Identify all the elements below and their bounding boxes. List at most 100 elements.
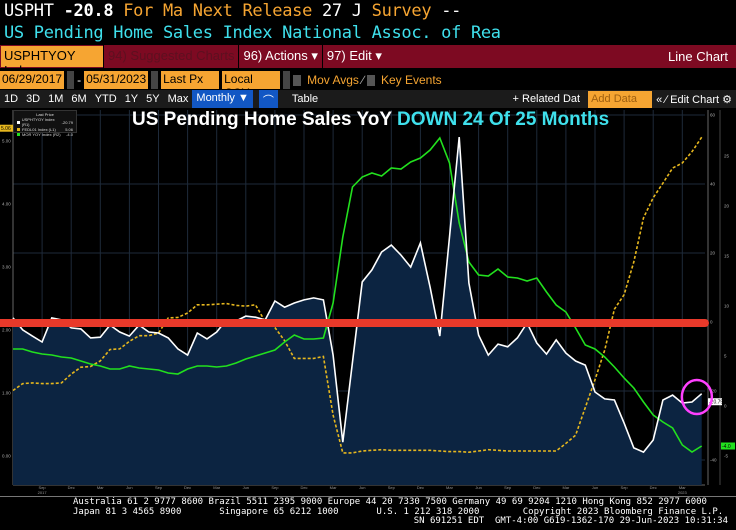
start-date-input[interactable]: 06/29/2017 [0,71,65,89]
left-tick-label: 0.00 [2,454,11,459]
x-tick-label: Mar [446,485,454,490]
key-events-label: Key Events [380,73,442,87]
release-date: 27 J [321,1,362,21]
x-tick-label: Sep [271,485,279,490]
x-tick-label: Sep [621,485,629,490]
x-tick-year: 2017 [38,490,48,495]
area-fill [13,137,702,485]
related-data-button[interactable]: + Related Dat [512,93,581,105]
mor-last-tag: -4.0 [722,444,731,450]
fedl01-last-tag-bg [0,124,14,132]
right1-tick-label: -20 [710,389,717,394]
right2-tick-label: 0 [724,404,727,409]
legend-item: MOR YOY Index (R2) -4.0 [17,132,73,137]
series-fedl01 [12,136,703,454]
period-toolbar: 1D 3D 1M 6M YTD 1Y 5Y Max Monthly ▼ ⌒ Ta… [0,90,736,108]
legend-label: USPHTYOY Index (R1) [21,117,55,127]
right2-tick-label: 20 [724,204,730,209]
chart-type-label: Line Chart [668,49,728,64]
line-chart-icon[interactable]: ⌒ [258,90,278,108]
x-tick-label: Jun [126,485,132,490]
x-tick-label: Sep [155,485,163,490]
for-label: For Ma [123,1,183,21]
calendar-icon[interactable] [67,71,75,89]
legend-value: -4.0 [66,132,73,137]
chevron-down-icon[interactable] [283,71,291,89]
right2-tick-label: 5 [724,354,727,359]
mov-avgs-label: Mov Avgs [307,73,359,87]
suggested-charts-button[interactable]: 94) Suggested Charts [103,45,238,68]
frequency-select[interactable]: Monthly ▼ [192,90,253,108]
table-button[interactable]: Table [291,93,319,105]
usphtyoy-last-tag-bg [708,398,722,406]
mov-avgs-checkbox[interactable] [293,74,302,86]
currency-select[interactable]: Local CCY [222,71,281,100]
highlight-circle [680,378,714,416]
footer: Australia 61 2 9777 8600 Brazil 5511 239… [0,496,736,527]
x-tick-label: Jun [592,485,598,490]
x-tick-label: Dec [68,485,75,490]
x-tick-label: Dec [417,485,424,490]
edit-chart-button[interactable]: « ∕ Edit Chart ⚙ [656,93,732,106]
security-description: US Pending Home Sales Index National Ass… [4,23,501,43]
legend: Last Price USPHTYOY Index (R1) -20.79 FED… [13,110,77,137]
x-tick-label: Mar [330,485,338,490]
right1-tick-label: 20 [710,251,716,256]
period-1m[interactable]: 1M [48,93,64,105]
key-events-checkbox[interactable] [366,74,375,86]
pencil-icon[interactable]: ∕ [361,73,364,87]
price-type-select[interactable]: Last Px [161,71,220,89]
security-input[interactable]: USPHTYOY Index [1,46,103,78]
right1-tick-label: -40 [710,458,717,463]
right1-tick-label: 60 [710,113,716,118]
fedl01-last-tag: 5.06 [1,126,11,132]
end-date-input[interactable]: 05/31/2023 [84,71,149,89]
left-tick-label: 2.00 [2,328,11,333]
left-tick-label: 4.00 [2,202,11,207]
x-tick-label: Mar [562,485,570,490]
legend-item: FEDL01 Index (L1) 5.06 [17,127,73,132]
add-data-input[interactable]: Add Data [588,90,653,108]
actions-menu[interactable]: 96) Actions ▾ [238,45,321,68]
period-5y[interactable]: 5Y [146,93,160,105]
x-tick-label: Dec [184,485,191,490]
next-release-label: Next Release [192,1,313,21]
legend-label: FEDL01 Index (L1) [22,127,56,132]
left-tick-label: 3.00 [2,265,11,270]
chart-title-cyan: DOWN 24 Of 25 Months [397,109,610,130]
date-separator: - [77,73,82,87]
footer-line: SN 691251 EDT GMT-4:00 G619-1362-170 29-… [413,516,728,526]
right1-tick-label: 0 [710,320,713,325]
period-max[interactable]: Max [167,93,189,105]
period-1y[interactable]: 1Y [124,93,139,105]
legend-title: Last Price [36,112,54,117]
x-tick-label: Dec [300,485,307,490]
chart-title: US Pending Home Sales YoY DOWN 24 Of 25 … [132,109,609,131]
period-6m[interactable]: 6M [71,93,87,105]
calendar-icon[interactable] [151,71,159,89]
usphtyoy-last-tag: -20.79 [709,400,723,406]
period-1d[interactable]: 1D [4,93,19,105]
ticker: USPHT [4,1,54,21]
footer-line: Australia 61 2 9777 8600 Brazil 5511 239… [73,497,707,507]
ticker-line: USPHT -20.8 For Ma Next Release 27 J Sur… [4,1,461,21]
date-controls: 06/29/2017 - 05/31/2023 Last Px Local CC… [0,70,736,100]
x-tick-label: Dec [650,485,657,490]
last-value: -20.8 [63,1,114,21]
period-3d[interactable]: 3D [26,93,41,105]
x-tick-label: Sep [504,485,512,490]
legend-item: USPHTYOY Index (R1) -20.79 [17,117,73,127]
x-tick-label: Mar [213,485,221,490]
left-tick-label: 1.00 [2,391,11,396]
legend-value: -20.79 [61,119,73,125]
survey-label: Survey [371,1,432,21]
chart-title-white: US Pending Home Sales YoY [132,109,398,130]
legend-value: 5.06 [65,127,73,132]
mor-last-tag-bg [721,442,735,450]
x-tick-label: Jun [359,485,365,490]
x-tick-label: Mar [679,485,687,490]
survey-value: -- [441,1,462,21]
period-ytd[interactable]: YTD [94,93,117,105]
edit-menu[interactable]: 97) Edit ▾ [321,45,386,68]
